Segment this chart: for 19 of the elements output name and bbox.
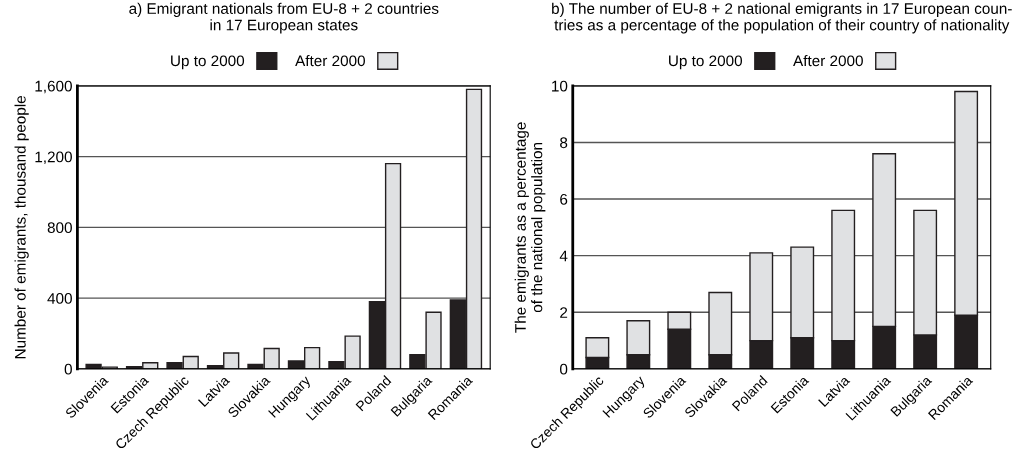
- y-tick-label: 1,600: [35, 80, 72, 94]
- legend-label: Up to 2000: [171, 55, 245, 70]
- chart-title: b) The number of EU-8 + 2 national emigrants in 17 European coun- tries as a percentage of the population of their country of nationality: [552, 2, 1012, 34]
- y-tick-label: 400: [47, 292, 72, 304]
- y-tick-label: 2: [560, 307, 568, 318]
- y-tick-label: 4: [559, 250, 568, 262]
- y-tick-label: 1,200: [35, 151, 72, 165]
- chart-title: a) Emigrant nationals from EU-8 + 2 countries in 17 European states: [129, 2, 439, 34]
- y-tick-label: 10: [552, 80, 568, 92]
- y-axis-title: Number of emigrants, thousand people: [14, 95, 29, 359]
- y-tick-label: 0: [64, 363, 72, 375]
- y-tick-label: 0: [560, 363, 568, 375]
- legend-label: Up to 2000: [669, 55, 743, 70]
- legend-label: After 2000: [295, 55, 365, 67]
- y-tick-label: 800: [47, 222, 72, 234]
- legend-label: After 2000: [793, 55, 863, 67]
- y-axis-title: The emigrants as a percentage of the national population: [514, 122, 546, 333]
- y-tick-label: 8: [560, 137, 568, 149]
- y-tick-label: 6: [560, 193, 568, 205]
